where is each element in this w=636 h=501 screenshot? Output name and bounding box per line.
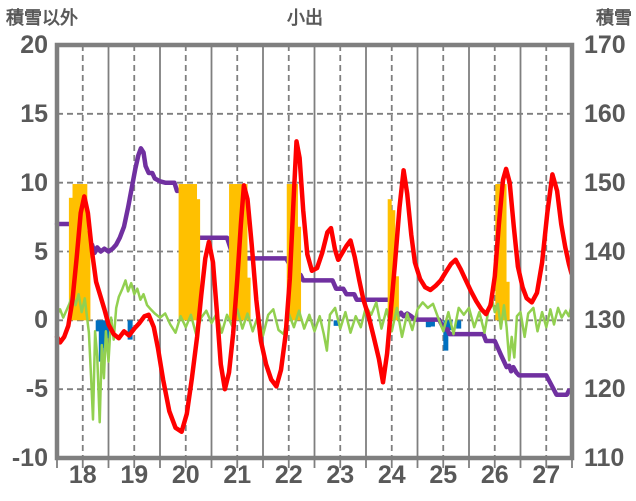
orange-bars — [72, 184, 77, 321]
left-axis-tick-label: 10 — [20, 168, 48, 197]
x-axis-day-label: 22 — [274, 461, 303, 489]
right-axis-tick-label: 170 — [584, 31, 626, 59]
orange-bars — [185, 184, 190, 321]
orange-bars — [505, 281, 510, 321]
chart-title: 小出 — [287, 8, 323, 28]
orange-bars — [86, 230, 91, 321]
x-axis-day-label: 27 — [532, 461, 561, 489]
x-axis-day-label: 23 — [326, 461, 355, 489]
blue-bars — [101, 320, 107, 348]
right-axis-tick-label: 140 — [584, 237, 626, 266]
blue-bars — [456, 320, 462, 329]
x-axis-day-label: 19 — [120, 461, 149, 489]
orange-bars — [243, 184, 248, 321]
x-axis-day-label: 21 — [223, 461, 252, 489]
right-axis-tick-label: 110 — [584, 444, 625, 472]
left-axis-tick-label: 5 — [34, 237, 48, 266]
orange-bars — [196, 199, 201, 321]
orange-bars — [293, 184, 298, 321]
orange-bars — [229, 184, 234, 321]
left-axis-title: 積雪以外 — [6, 8, 78, 28]
blue-bars — [98, 320, 104, 362]
orange-bars — [286, 184, 291, 321]
plot-border — [54, 42, 575, 461]
orange-bars — [387, 199, 392, 321]
orange-bars — [79, 184, 84, 321]
blue-bars — [429, 320, 435, 327]
orange-bars — [394, 276, 399, 321]
blue-bars — [443, 320, 449, 351]
right-axis-tick-label: 150 — [584, 168, 626, 197]
orange-bars — [498, 184, 503, 321]
left-axis-tick-label: 0 — [34, 306, 48, 335]
orange-bars — [178, 184, 183, 321]
orange-bars — [246, 277, 251, 321]
orange-bars — [232, 184, 237, 321]
right-axis-title: 積雪 — [596, 8, 632, 28]
right-axis-tick-label: 130 — [584, 306, 626, 335]
left-axis-tick-label: 15 — [20, 99, 48, 128]
blue-bars — [425, 320, 431, 328]
orange-bars — [68, 197, 73, 321]
orange-bars — [189, 184, 194, 321]
orange-bars — [182, 184, 187, 321]
blue-bars — [127, 320, 133, 340]
blue-bars — [105, 320, 111, 339]
right-axis-tick-label: 120 — [584, 375, 626, 404]
left-axis-tick-label: -5 — [25, 375, 48, 404]
x-axis-day-label: 26 — [480, 461, 509, 489]
red-line — [54, 139, 574, 435]
orange-bars — [83, 184, 88, 321]
blue-bars — [447, 320, 453, 330]
blue-bars — [95, 320, 101, 332]
left-axis-tick-label: 20 — [20, 31, 48, 59]
right-axis-tick-label: 160 — [584, 99, 626, 128]
orange-bars — [239, 184, 244, 321]
orange-bars — [502, 184, 507, 321]
x-axis-day-label: 18 — [68, 461, 97, 489]
x-axis-day-label: 20 — [171, 461, 200, 489]
x-axis-day-label: 24 — [377, 461, 406, 489]
blue-bars — [333, 320, 339, 326]
left-axis-tick-label: -10 — [11, 444, 48, 472]
x-axis-day-label: 25 — [429, 461, 458, 489]
orange-bars — [193, 184, 198, 321]
orange-bars — [297, 226, 302, 321]
